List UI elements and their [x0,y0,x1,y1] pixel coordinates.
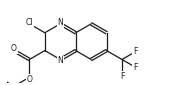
Text: O: O [26,75,32,84]
Text: F: F [120,72,124,81]
Text: F: F [133,47,137,56]
Text: N: N [57,56,63,65]
Text: Cl: Cl [26,18,33,27]
Text: N: N [57,18,63,27]
Text: F: F [133,63,137,72]
Text: O: O [11,44,17,53]
